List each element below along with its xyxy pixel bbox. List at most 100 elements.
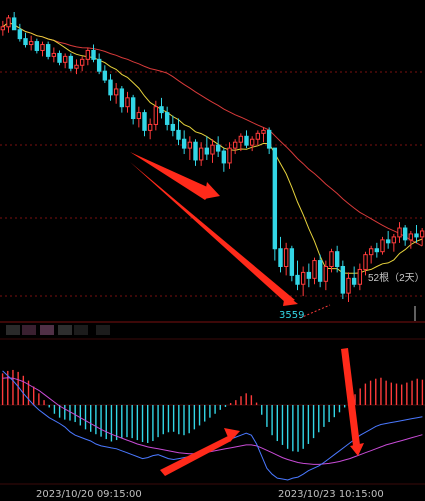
candle [323, 260, 329, 291]
candle [255, 130, 261, 146]
arrow-annotation [204, 182, 220, 199]
candle-body [164, 112, 170, 125]
candle [391, 233, 397, 252]
candle [238, 133, 244, 152]
indicator-tab [40, 325, 54, 335]
candle [142, 109, 147, 137]
candle-body [363, 254, 368, 270]
arrow-annotation [130, 152, 214, 200]
candle [346, 272, 351, 302]
arrow-annotation [350, 443, 364, 456]
candle [210, 139, 215, 163]
candle-body [176, 129, 181, 140]
candle [79, 56, 85, 72]
candle-body [45, 44, 51, 57]
candle [102, 65, 108, 84]
x-tick-label-2: 2023/10/23 10:15:00 [278, 489, 384, 500]
arrow-annotation [160, 432, 236, 476]
candle [215, 136, 221, 157]
candle [34, 38, 40, 54]
candle [385, 230, 391, 249]
candle [317, 254, 323, 288]
candle-body [385, 239, 391, 244]
candle-body [51, 52, 57, 57]
candle-body [113, 88, 119, 96]
candle-body [204, 147, 210, 155]
candle-body [312, 260, 317, 279]
indicator-tab [58, 325, 72, 335]
candle [130, 94, 136, 125]
candle-body [238, 135, 244, 143]
candle [295, 260, 300, 291]
candle-body [0, 26, 6, 31]
candle-body [221, 150, 227, 164]
candle [374, 242, 380, 258]
candle-body [397, 227, 402, 238]
candle-body [125, 97, 130, 108]
candle [419, 228, 425, 246]
candle [91, 44, 96, 63]
candle [414, 225, 419, 243]
candle [119, 85, 125, 113]
candle-body [79, 58, 85, 66]
candle-body [419, 230, 425, 238]
candle [23, 32, 28, 48]
candle-body [414, 233, 419, 238]
macd-dif-line [2, 370, 423, 481]
candle [363, 251, 368, 276]
candle [136, 106, 142, 128]
candle [351, 266, 357, 288]
candle [181, 130, 187, 155]
indicator-tab [22, 325, 36, 335]
indicator-tab [96, 325, 110, 335]
candle-body [408, 233, 414, 241]
candle-body [170, 123, 176, 131]
candle [244, 130, 249, 149]
candle-body [193, 141, 198, 161]
candle-body [357, 268, 363, 285]
candle-body [329, 251, 334, 267]
candle-body [272, 147, 278, 250]
panel-divider [0, 321, 425, 340]
candle-body [289, 248, 295, 276]
candle-body [11, 17, 17, 31]
candle [113, 83, 119, 104]
candle-body [96, 58, 102, 72]
candle [51, 47, 57, 63]
candle [402, 225, 408, 246]
candle-body [283, 248, 289, 267]
indicator-tab [74, 325, 88, 335]
candle [164, 106, 170, 131]
candle-body [91, 49, 96, 60]
candle [45, 41, 51, 60]
candle-body [108, 79, 113, 96]
candle [159, 97, 164, 119]
candle [11, 12, 17, 31]
price-gridlines [0, 71, 425, 297]
candle-body [351, 277, 357, 285]
candle [278, 236, 283, 273]
candle-body [136, 112, 142, 120]
candle-body [6, 17, 11, 28]
candle [74, 59, 79, 75]
candle-body [102, 70, 108, 81]
candle-body [74, 64, 79, 69]
low-price-label: 3559 [279, 310, 304, 321]
candle-body [261, 129, 266, 134]
candle [340, 260, 346, 300]
candle [357, 263, 363, 291]
candle [28, 35, 34, 51]
candle-body [40, 44, 45, 51]
candle-body [34, 41, 40, 51]
candle [6, 14, 11, 33]
candle [0, 20, 6, 36]
candlesticks [0, 12, 425, 302]
candle-body [374, 248, 380, 253]
candle [147, 118, 153, 140]
candle-body [368, 248, 374, 256]
candle-body [227, 147, 232, 164]
candle [170, 115, 176, 137]
bar-count-label: 52根（2天） [368, 271, 425, 284]
candle [329, 248, 334, 273]
